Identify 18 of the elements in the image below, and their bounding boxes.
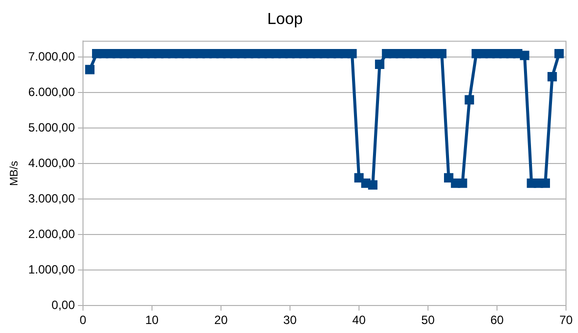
y-tick-label: 6.000,00 <box>28 84 76 99</box>
y-tick-label: 5.000,00 <box>28 120 76 134</box>
x-tick-label: 20 <box>214 313 228 328</box>
y-tick-label: 0,00 <box>52 298 76 312</box>
x-tick-label: 60 <box>490 313 504 328</box>
y-axis-title: MB/s <box>8 160 21 186</box>
y-tick-label: 3.000,00 <box>28 191 76 206</box>
y-tick-label: 7.000,00 <box>28 49 76 64</box>
x-tick-label: 10 <box>145 313 159 328</box>
chart-title: Loop <box>267 11 303 28</box>
x-tick-label: 50 <box>421 313 435 328</box>
y-tick-label: 1.000,00 <box>28 262 76 276</box>
x-tick-label: 70 <box>559 313 573 328</box>
y-tick-label: 2.000,00 <box>28 226 76 241</box>
x-tick-label: 30 <box>283 313 297 328</box>
y-tick-label: 4.000,00 <box>28 156 76 170</box>
x-tick-label: 0 <box>80 313 87 328</box>
x-tick-label: 40 <box>352 313 366 328</box>
